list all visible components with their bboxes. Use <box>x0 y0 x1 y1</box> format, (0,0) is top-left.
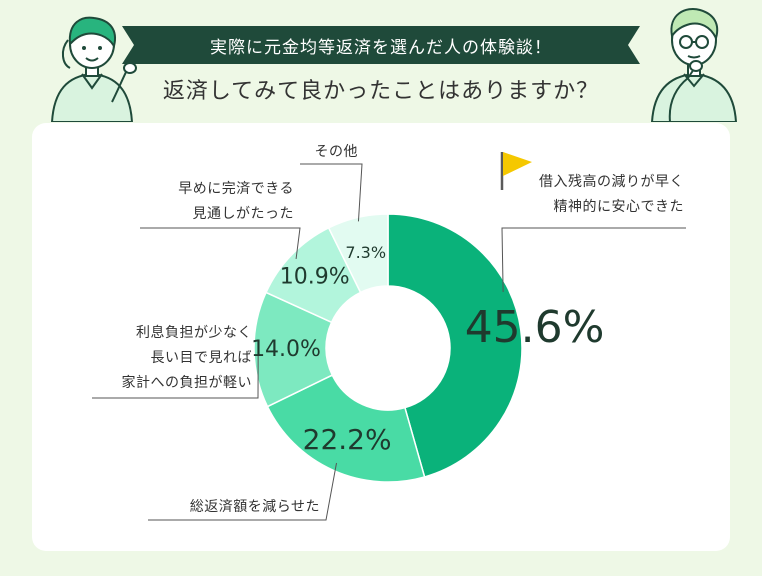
woman-pointing-illustration <box>50 16 137 122</box>
leader-lines <box>92 163 686 521</box>
category-label: 家計への負担が軽い <box>122 374 253 391</box>
percent-label: 7.3% <box>345 243 386 262</box>
flag-icon <box>500 152 532 190</box>
leader-line <box>501 227 686 293</box>
category-label: 利息負担が少なく <box>136 324 252 341</box>
donut-slices <box>253 213 523 483</box>
leader-line <box>148 462 338 521</box>
slice-anxiety-relief <box>387 213 523 478</box>
leader-line <box>300 163 363 222</box>
category-label: 長い目で見れば <box>151 350 253 366</box>
category-label: 早めに完済できる <box>178 181 294 197</box>
leader-line <box>140 227 301 259</box>
slice-total-repayment <box>266 374 426 483</box>
percent-label: 10.9% <box>280 265 350 290</box>
category-label: 総返済額を減らせた <box>190 498 320 515</box>
category-label: 借入残高の減りが早く <box>539 173 684 190</box>
slice-other <box>327 213 389 294</box>
leader-line <box>92 340 259 399</box>
percent-label: 45.6% <box>465 302 605 353</box>
percent-label: 22.2% <box>303 423 392 456</box>
category-label: その他 <box>315 144 359 160</box>
question-title: 返済してみて良かったことはありますか？ <box>162 79 600 104</box>
banner-title: 実際に元金均等返済を選んだ人の体験談！ <box>210 37 552 58</box>
category-label: 見通しがたった <box>193 206 295 222</box>
banner-ribbon <box>122 26 640 64</box>
man-thinking-illustration <box>650 8 738 122</box>
percent-label: 14.0% <box>251 337 321 362</box>
percent-labels: 45.6% 22.2% 14.0% 10.9% 7.3% <box>251 243 604 456</box>
category-label: 精神的に安心できた <box>554 199 685 215</box>
header-banner: 実際に元金均等返済を選んだ人の体験談！ <box>122 26 640 64</box>
